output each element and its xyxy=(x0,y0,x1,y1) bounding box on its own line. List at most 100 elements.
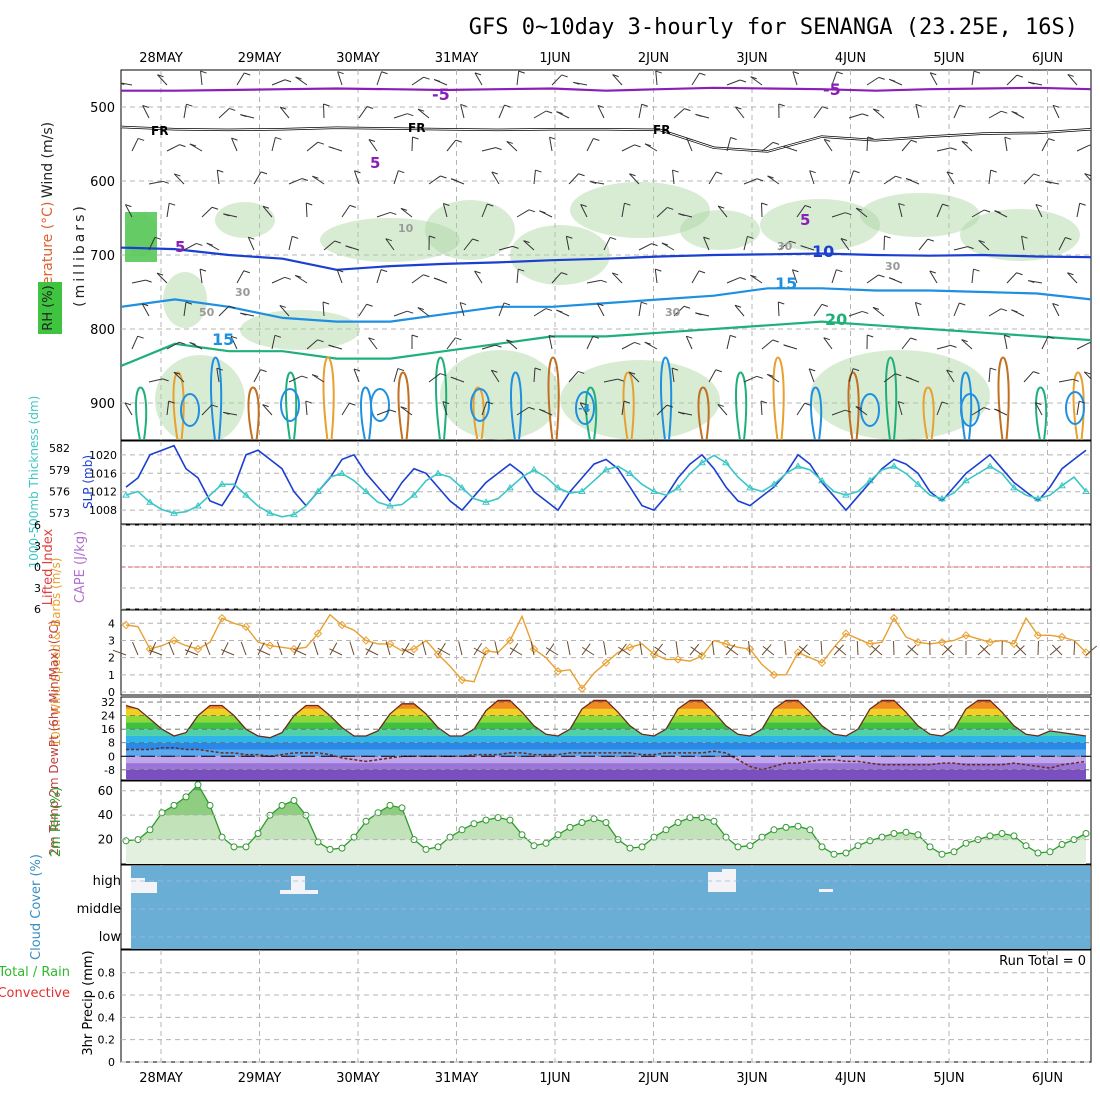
wind-barb-flag xyxy=(610,237,616,239)
wind-barb-flag xyxy=(390,410,396,412)
wind-barb-staff xyxy=(989,170,991,184)
wind-barb xyxy=(980,645,990,655)
wind-barb-staff xyxy=(272,137,275,151)
wind-barb-staff xyxy=(656,71,657,85)
wind-barb xyxy=(241,642,246,655)
wind-barb-staff xyxy=(709,172,716,184)
wind-tick-label: 1 xyxy=(108,669,115,682)
wind-barb-staff xyxy=(849,114,862,118)
pressure-tick-label: 600 xyxy=(90,175,115,190)
wind-barb-staff xyxy=(727,278,740,283)
wind-barb-flag xyxy=(302,179,308,181)
wind-barb-flag xyxy=(504,303,510,305)
wind-barb xyxy=(640,641,642,655)
rh-marker xyxy=(507,817,513,823)
rh-marker xyxy=(483,817,489,823)
date-label-top: 3JUN xyxy=(736,51,767,66)
wind-barb xyxy=(510,643,518,655)
wind-barb-flag xyxy=(381,270,387,272)
wind-barb-staff xyxy=(768,176,779,184)
wind-barb-flag xyxy=(456,140,462,142)
contour-label: 10 xyxy=(398,222,414,235)
wind-barb xyxy=(582,647,594,655)
wind-barb-staff xyxy=(655,269,657,283)
wind-barb-staff xyxy=(377,270,381,283)
wind-barb-staff xyxy=(552,75,562,85)
wind-barb-staff xyxy=(587,280,601,283)
wind-barb-flag xyxy=(634,342,640,344)
wind-barb-flag xyxy=(306,203,312,205)
wind-barb-flag xyxy=(805,403,811,405)
temperature-band xyxy=(121,763,1091,770)
rh-tick-label: 20 xyxy=(98,833,113,847)
wind-barb xyxy=(314,642,318,655)
temp-tick-label: 0 xyxy=(108,750,115,763)
contour-label: -4 xyxy=(578,402,591,415)
wind-barb-flag xyxy=(292,236,298,238)
contour-label: 50 xyxy=(199,306,215,319)
wind-barb-staff xyxy=(915,302,919,316)
upper-air-labels: Wind (m/s) Temperature (°C) RH (%) (mill… xyxy=(38,122,88,334)
rh-marker xyxy=(927,844,933,850)
thickness-tick-label: 576 xyxy=(49,486,70,499)
wind-barb-staff xyxy=(930,271,937,283)
rh-marker xyxy=(639,844,645,850)
rh-marker xyxy=(819,844,825,850)
wind-barb-staff xyxy=(167,203,169,217)
wind-barb-staff xyxy=(394,114,407,118)
wind-barb-staff xyxy=(569,174,579,184)
date-label-bottom: 1JUN xyxy=(539,1071,570,1086)
wind-barb-flag xyxy=(684,109,690,111)
rh-marker xyxy=(711,818,717,824)
wind-barb-staff xyxy=(814,304,822,316)
wind-barb-flag xyxy=(495,345,501,347)
wind-barb-staff xyxy=(793,72,797,85)
wind-barb-staff xyxy=(534,309,546,316)
contour-group xyxy=(121,88,1091,445)
wind-barb-staff xyxy=(867,275,878,283)
wind-barb-flag xyxy=(519,71,525,73)
temp-tick-label: 8 xyxy=(108,737,115,750)
wind-barb-staff xyxy=(202,207,212,217)
temp-tick-label: 32 xyxy=(101,696,115,709)
wind-barb-staff xyxy=(338,72,342,85)
clear-sky-block xyxy=(819,889,833,892)
wind-barb-staff xyxy=(312,176,324,184)
rh-marker xyxy=(291,798,297,804)
rh-marker xyxy=(999,831,1005,837)
contour-label: 20 xyxy=(825,310,847,329)
wind-barb-flag xyxy=(350,205,356,207)
cape-axis-label: CAPE (J/kg) xyxy=(73,531,88,603)
wind-barb-flag xyxy=(196,243,202,245)
wind-barb-flag xyxy=(546,309,552,311)
contour-label: 5 xyxy=(370,154,380,172)
wind-barb-staff xyxy=(727,80,740,85)
wind-barb-staff xyxy=(289,236,292,250)
wind-barb xyxy=(906,645,916,655)
date-label-bottom: 28MAY xyxy=(139,1071,183,1086)
contour-label: -5 xyxy=(432,85,450,104)
wind-barb-staff xyxy=(306,203,307,217)
wind-barb-staff xyxy=(295,275,307,283)
wind-barb-staff xyxy=(184,104,186,118)
wind-barb-flag xyxy=(367,304,373,306)
thickness-tick-label: 579 xyxy=(49,464,70,477)
wind-barb-flag xyxy=(731,137,737,139)
rh-marker xyxy=(147,827,153,833)
wind-barb-flag xyxy=(867,335,873,337)
wind-barb-flag xyxy=(163,181,169,183)
wind-barb-flag xyxy=(699,271,705,273)
cloud-axis-label: Cloud Cover (%) xyxy=(29,854,44,960)
rh-band xyxy=(121,840,1091,864)
wind-barb-staff xyxy=(1024,372,1033,382)
wind-barb xyxy=(908,646,918,655)
run-total-label: Run Total = 0 xyxy=(999,954,1086,969)
wind-barb-staff xyxy=(184,243,196,250)
wind-barb-flag xyxy=(730,335,736,337)
rh-marker xyxy=(843,850,849,856)
wind-barb-flag xyxy=(762,203,768,205)
wind-tick-label: 3 xyxy=(108,634,115,647)
wind-barb-staff xyxy=(461,104,464,118)
